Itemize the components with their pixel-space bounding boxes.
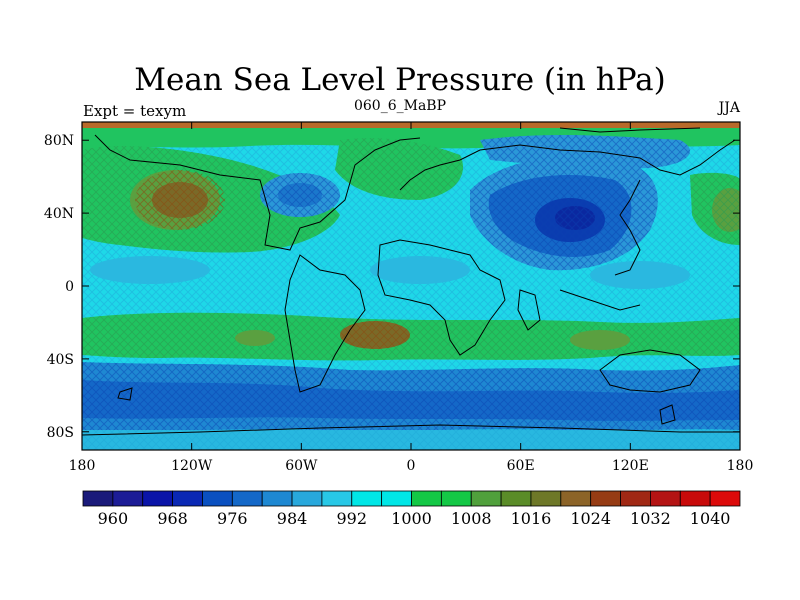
colorbar-swatch <box>381 490 412 507</box>
colorbar-swatch <box>500 490 532 507</box>
colorbar: 960 968 976 984 992 1000 1008 1016 1024 1032 1040 <box>82 490 741 528</box>
colorbar-label: 1032 <box>630 509 671 528</box>
x-tick-label: 60W <box>285 458 318 474</box>
y-tick-label: 0 <box>65 279 74 295</box>
colorbar-swatch <box>351 490 383 507</box>
colorbar-swatch <box>82 490 114 507</box>
colorbar-label: 1008 <box>451 509 492 528</box>
colorbar-label: 976 <box>217 509 248 528</box>
colorbar-swatch <box>620 490 651 507</box>
colorbar-label: 1040 <box>690 509 731 528</box>
y-tick-label: 40S <box>47 352 74 368</box>
colorbar-swatch <box>679 490 711 507</box>
colorbar-swatch <box>440 490 472 507</box>
x-tick-label: 180 <box>69 458 96 474</box>
x-tick-label: 120W <box>171 458 213 474</box>
y-tick-label: 80S <box>47 425 74 441</box>
colorbar-swatch <box>202 490 233 507</box>
x-tick-label: 120E <box>612 458 649 474</box>
colorbar-swatch <box>411 490 442 507</box>
colorbar-label: 1024 <box>570 509 611 528</box>
colorbar-swatch <box>291 490 323 507</box>
coastlines <box>82 127 740 436</box>
colorbar-swatch <box>709 490 741 507</box>
y-axis: 80N 40N 0 40S 80S <box>44 133 740 441</box>
colorbar-label: 992 <box>336 509 367 528</box>
colorbar-swatch <box>590 490 621 507</box>
colorbar-swatch <box>650 490 681 507</box>
colorbar-swatch <box>172 490 203 507</box>
y-tick-label: 80N <box>44 133 74 149</box>
season-label: JJA <box>718 100 740 116</box>
experiment-label: Expt = texym <box>83 102 187 120</box>
colorbar-swatch <box>470 490 502 507</box>
colorbar-label: 1016 <box>511 509 552 528</box>
colorbar-label: 968 <box>157 509 188 528</box>
colorbar-label: 960 <box>98 509 129 528</box>
colorbar-swatch <box>112 490 144 507</box>
colorbar-label: 984 <box>277 509 308 528</box>
run-label: 060_6_MaBP <box>353 98 447 114</box>
colorbar-swatch <box>231 490 263 507</box>
colorbar-swatch <box>530 490 562 507</box>
colorbar-swatch <box>560 490 592 507</box>
colorbar-swatch <box>142 490 173 507</box>
colorbar-label: 1000 <box>391 509 432 528</box>
x-axis: 180 120W 60W 0 60E 120E 180 <box>69 122 754 474</box>
colorbar-swatch <box>321 490 353 507</box>
x-tick-label: 60E <box>507 458 535 474</box>
colorbar-swatch <box>261 490 293 507</box>
pressure-field <box>82 122 740 450</box>
plot-title: Mean Sea Level Pressure (in hPa) <box>134 62 666 98</box>
x-tick-label: 0 <box>407 458 416 474</box>
x-tick-label: 180 <box>727 458 754 474</box>
y-tick-label: 40N <box>44 206 74 222</box>
